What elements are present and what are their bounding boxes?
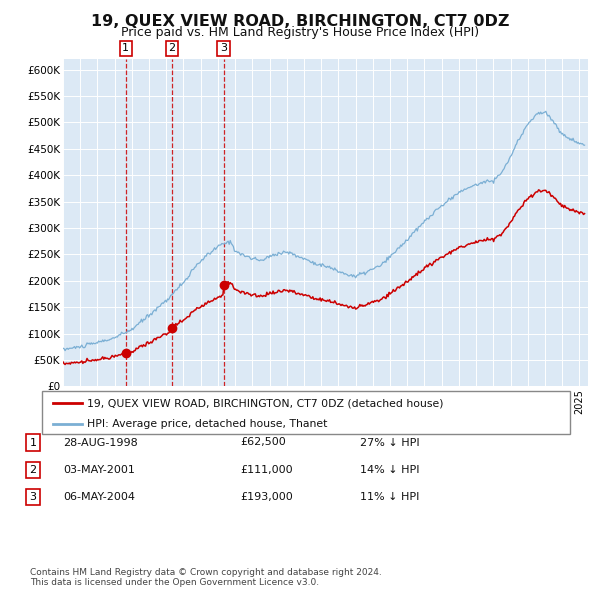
Text: 3: 3 [29,492,37,502]
Text: Contains HM Land Registry data © Crown copyright and database right 2024.
This d: Contains HM Land Registry data © Crown c… [30,568,382,587]
Text: 27% ↓ HPI: 27% ↓ HPI [360,438,419,447]
Text: 28-AUG-1998: 28-AUG-1998 [63,438,138,447]
FancyBboxPatch shape [42,391,570,434]
Text: 1: 1 [122,44,130,54]
Text: 06-MAY-2004: 06-MAY-2004 [63,492,135,502]
Text: 2: 2 [169,44,176,54]
Text: 3: 3 [220,44,227,54]
Text: £62,500: £62,500 [240,438,286,447]
Text: Price paid vs. HM Land Registry's House Price Index (HPI): Price paid vs. HM Land Registry's House … [121,26,479,39]
Text: £111,000: £111,000 [240,465,293,474]
Text: 1: 1 [29,438,37,447]
Text: 11% ↓ HPI: 11% ↓ HPI [360,492,419,502]
Text: 2: 2 [29,465,37,474]
Text: HPI: Average price, detached house, Thanet: HPI: Average price, detached house, Than… [87,419,327,430]
Text: 03-MAY-2001: 03-MAY-2001 [63,465,135,474]
Text: 19, QUEX VIEW ROAD, BIRCHINGTON, CT7 0DZ (detached house): 19, QUEX VIEW ROAD, BIRCHINGTON, CT7 0DZ… [87,398,443,408]
Text: 14% ↓ HPI: 14% ↓ HPI [360,465,419,474]
Text: 19, QUEX VIEW ROAD, BIRCHINGTON, CT7 0DZ: 19, QUEX VIEW ROAD, BIRCHINGTON, CT7 0DZ [91,14,509,28]
Text: £193,000: £193,000 [240,492,293,502]
